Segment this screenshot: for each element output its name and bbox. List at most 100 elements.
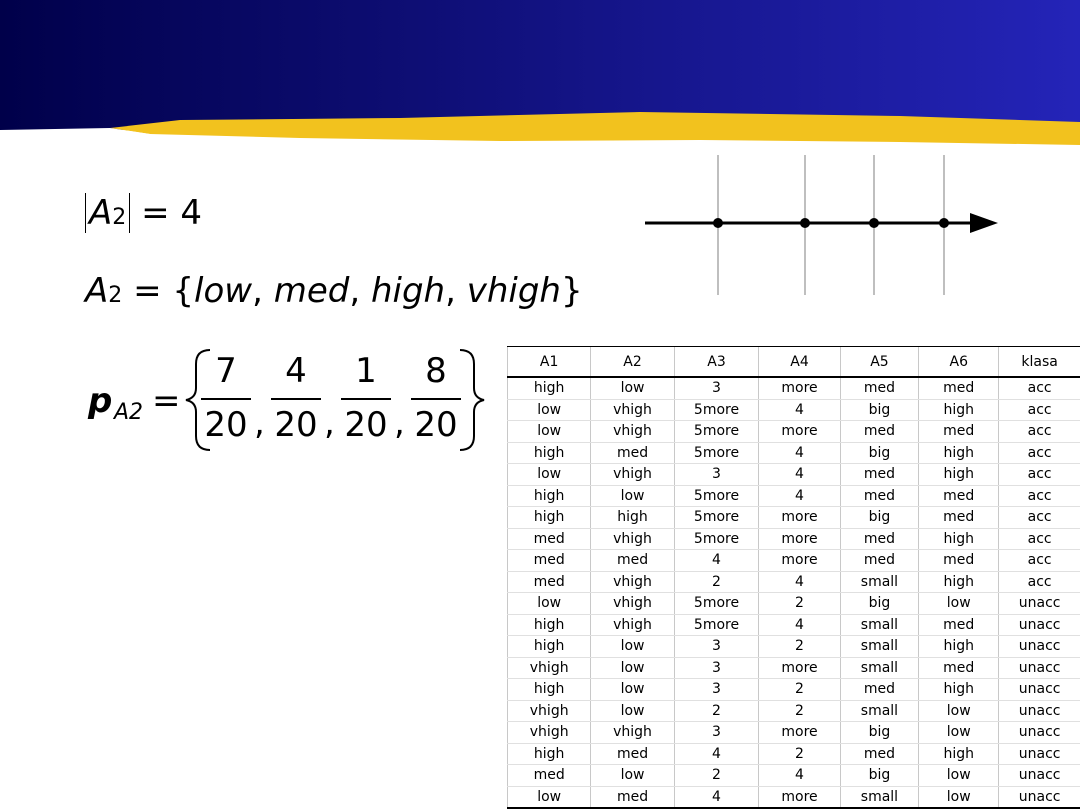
table-cell: low (506, 399, 591, 421)
table-cell: med (506, 571, 591, 593)
table-cell: 4 (758, 485, 841, 507)
table-cell: unacc (998, 614, 1080, 636)
table-cell: low (590, 678, 675, 701)
denominator: 20 (344, 405, 388, 445)
table-cell: vhigh (590, 463, 675, 486)
table-cell: 2 (758, 635, 841, 658)
table-cell: high (918, 463, 999, 486)
table-cell: low (506, 786, 591, 809)
fraction-bar (341, 398, 391, 400)
column-header: A6 (918, 346, 999, 378)
table-cell: 4 (758, 399, 841, 421)
separator: , (394, 403, 405, 443)
table-cell: 2 (758, 678, 841, 701)
subscript: 2 (108, 283, 123, 308)
table-cell: 4 (758, 614, 841, 636)
table-cell: acc (998, 485, 1080, 507)
subscript: 2 (112, 205, 127, 230)
table-cell: unacc (998, 743, 1080, 765)
table-row: low vhigh 5more 4 big high acc (506, 399, 1080, 421)
table-cell: med (839, 549, 919, 572)
separator: , (252, 271, 263, 311)
table-cell: high (506, 678, 591, 701)
table-cell: med (506, 528, 591, 550)
table-cell: small (839, 657, 919, 679)
table-cell: med (506, 764, 591, 787)
table-cell: acc (998, 420, 1080, 443)
table-cell: high (918, 442, 999, 464)
formula-cardinality: A2 = 4 (85, 193, 203, 233)
table-cell: unacc (998, 592, 1080, 615)
table-cell: med (918, 377, 999, 400)
table-cell: med (590, 786, 675, 809)
table-row: high med 5more 4 big high acc (506, 442, 1080, 464)
formula-probabilities: p A2 = 7 20, 4 20, 1 20, 8 20 (0, 340, 500, 460)
table-cell: med (839, 743, 919, 765)
column-header: A1 (506, 346, 591, 378)
table-cell: low (590, 377, 675, 400)
numerator: 8 (425, 351, 447, 391)
numerator: 4 (285, 351, 307, 391)
table-cell: unacc (998, 721, 1080, 744)
table-cell: med (918, 420, 999, 443)
column-header: A5 (839, 346, 919, 378)
column-header: A4 (758, 346, 841, 378)
denominator: 20 (274, 405, 318, 445)
table-row: low vhigh 5more 2 big low unacc (506, 592, 1080, 615)
table-row: med low 2 4 big low unacc (506, 764, 1080, 787)
table-cell: 3 (673, 635, 759, 658)
table-cell: low (918, 700, 999, 722)
table-cell: med (839, 377, 919, 400)
table-cell: small (839, 571, 919, 593)
table-cell: med (839, 420, 919, 443)
table-cell: 3 (673, 657, 759, 679)
table-cell: 5more (673, 506, 759, 529)
table-cell: med (839, 528, 919, 550)
table-cell: low (590, 657, 675, 679)
table-cell: 5more (673, 592, 759, 615)
separator: , (445, 271, 456, 311)
table-cell: high (918, 678, 999, 701)
table-cell: 2 (673, 764, 759, 787)
value: 4 (180, 193, 203, 233)
table-cell: vhigh (590, 420, 675, 443)
table-cell: 3 (673, 678, 759, 701)
table-cell: high (506, 614, 591, 636)
table-cell: 2 (758, 700, 841, 722)
table-row: high med 4 2 med high unacc (506, 743, 1080, 765)
table-cell: big (839, 506, 919, 529)
table-cell: acc (998, 549, 1080, 572)
table-cell: 5more (673, 485, 759, 507)
table-cell: unacc (998, 786, 1080, 809)
fraction-bar (411, 398, 461, 400)
table-cell: med (839, 463, 919, 486)
table-row: low vhigh 3 4 med high acc (506, 463, 1080, 486)
table-cell: 3 (673, 377, 759, 400)
table-cell: more (758, 549, 841, 572)
table-cell: big (839, 764, 919, 787)
table-cell: vhigh (506, 657, 591, 679)
table-cell: unacc (998, 635, 1080, 658)
table-row: high low 3 2 med high unacc (506, 678, 1080, 701)
table-cell: high (918, 528, 999, 550)
operator: = (152, 381, 181, 421)
table-row: med vhigh 2 4 small high acc (506, 571, 1080, 593)
symbol: p (88, 381, 113, 421)
table-cell: vhigh (590, 592, 675, 615)
table-cell: high (506, 485, 591, 507)
table-cell: high (918, 399, 999, 421)
table-cell: low (590, 635, 675, 658)
table-cell: 3 (673, 463, 759, 486)
table-row: med vhigh 5more more med high acc (506, 528, 1080, 550)
table-cell: vhigh (590, 399, 675, 421)
table-cell: med (918, 614, 999, 636)
table-cell: vhigh (590, 528, 675, 550)
table-cell: unacc (998, 764, 1080, 787)
table-cell: big (839, 721, 919, 744)
table-cell: high (506, 635, 591, 658)
table-cell: low (506, 420, 591, 443)
table-cell: vhigh (590, 721, 675, 744)
fraction-bar (271, 398, 321, 400)
table-cell: med (590, 442, 675, 464)
symbol: A (85, 271, 109, 311)
